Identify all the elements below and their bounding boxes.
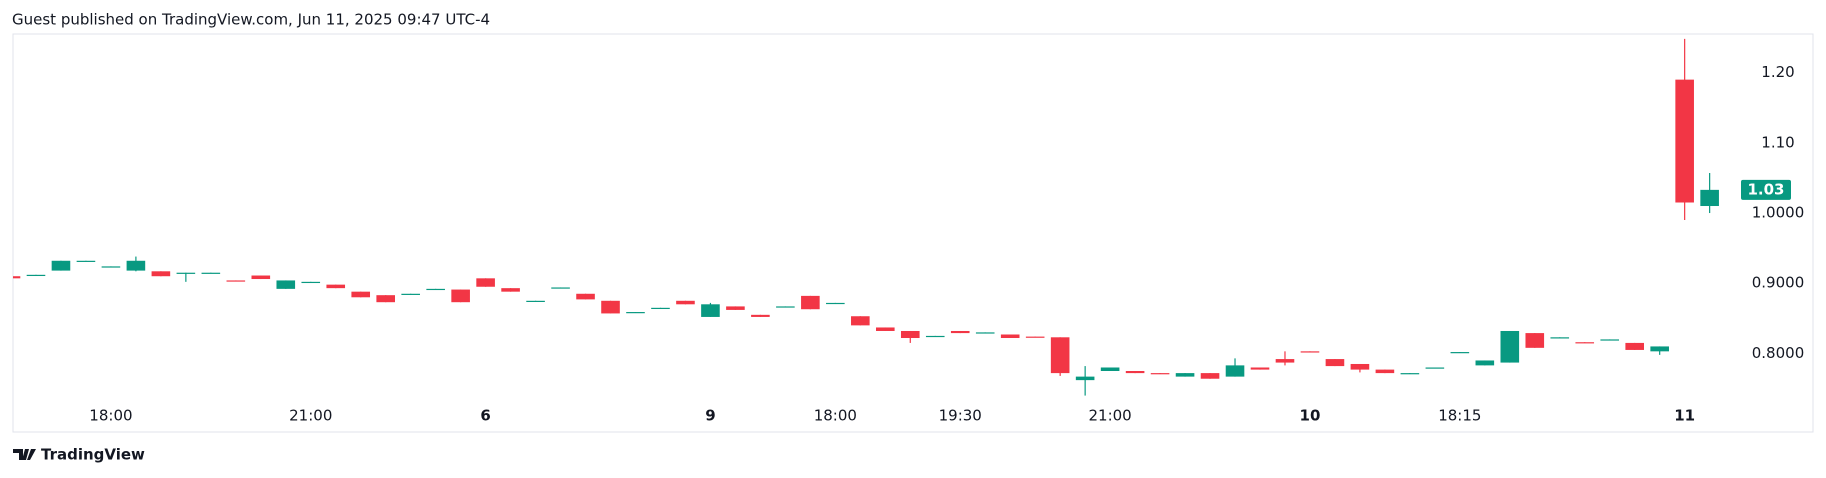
candle-body: [950, 330, 970, 334]
candle-body: [1375, 369, 1395, 374]
candle-body: [326, 284, 346, 289]
candle-body: [1225, 365, 1245, 377]
candle-body: [51, 260, 71, 271]
candle-body: [501, 288, 520, 292]
candle-body: [1550, 337, 1570, 339]
y-tick-label: 1.10: [1761, 133, 1794, 151]
candle-body: [1125, 371, 1145, 374]
candle-body: [1200, 373, 1220, 379]
candle-body: [1250, 367, 1270, 370]
tradingview-logo: [13, 449, 36, 460]
x-tick-label: 21:00: [289, 407, 332, 425]
candle-body: [900, 330, 920, 339]
x-tick-label: 6: [480, 407, 490, 425]
candle-body: [1675, 79, 1694, 203]
footer-brand: TradingView: [41, 446, 145, 464]
candle-body: [1625, 342, 1644, 350]
candle-body: [576, 293, 595, 300]
candle-body: [426, 288, 445, 291]
x-tick-label: 19:30: [939, 407, 982, 425]
x-tick-label: 21:00: [1089, 407, 1132, 425]
candle-body: [251, 275, 271, 280]
candle-body: [1425, 367, 1445, 369]
y-tick-label: 1.20: [1761, 63, 1794, 81]
candle-body: [726, 306, 745, 310]
candle-body: [1400, 373, 1420, 375]
last-price-box: [1741, 179, 1791, 200]
candle-body: [776, 306, 795, 308]
candle-body: [925, 335, 945, 338]
x-tick-label: 10: [1300, 407, 1321, 425]
candle-body: [1100, 367, 1120, 372]
candle-body: [1650, 346, 1669, 352]
candle-body: [1575, 342, 1595, 344]
candle-body: [376, 295, 395, 303]
candle-body: [13, 276, 21, 279]
candle-body: [351, 291, 371, 298]
candle-body: [1175, 373, 1195, 377]
candle-body: [151, 271, 171, 277]
candle-body: [1500, 330, 1520, 363]
candle-body: [1025, 336, 1045, 338]
candle-body: [226, 280, 246, 282]
candle-body: [801, 295, 820, 310]
candle-body: [201, 272, 221, 274]
candle-body: [1450, 352, 1470, 354]
candle-body: [1700, 189, 1719, 207]
candle-body: [851, 316, 870, 326]
candle-body: [26, 274, 46, 277]
candle-body: [401, 293, 420, 295]
candle-body: [1600, 339, 1620, 341]
candle-body: [526, 300, 545, 302]
x-tick-label: 18:00: [814, 407, 857, 425]
candle-body: [1075, 376, 1095, 381]
candle-body: [176, 272, 196, 274]
candle-body: [551, 287, 570, 289]
candle-body: [1325, 359, 1345, 367]
header-text: Guest published on TradingView.com, Jun …: [12, 11, 490, 29]
candle-body: [601, 300, 620, 314]
y-tick-label: 0.9000: [1752, 274, 1805, 292]
candle-body: [1000, 334, 1020, 339]
candle-body: [1350, 363, 1370, 370]
y-tick-label: 1.0000: [1752, 204, 1805, 222]
candle-body: [301, 281, 321, 284]
candle-body: [701, 304, 720, 317]
x-tick-label: 11: [1674, 407, 1695, 425]
x-tick-label: 18:00: [89, 407, 132, 425]
candle-body: [126, 260, 146, 271]
candle-body: [1300, 351, 1320, 353]
candle-body: [1475, 360, 1495, 366]
candle-body: [1275, 359, 1295, 363]
candle-body: [676, 300, 695, 305]
x-tick-label: 18:15: [1438, 407, 1481, 425]
candle-body: [1150, 373, 1170, 375]
candle-body: [1050, 337, 1070, 374]
candle-body: [975, 332, 995, 334]
candle-body: [451, 289, 470, 303]
candle-body: [276, 280, 296, 289]
candle-body: [876, 327, 895, 331]
candle-body: [651, 307, 670, 310]
y-tick-label: 0.8000: [1752, 344, 1805, 362]
candle-body: [476, 278, 495, 287]
candle-body: [751, 314, 770, 317]
last-price-label: 1.03: [1747, 180, 1784, 198]
candle-body: [626, 312, 645, 314]
candle-body: [76, 260, 96, 262]
chart-frame: [12, 33, 1814, 433]
candle-body: [826, 302, 845, 305]
candle-body: [1525, 333, 1545, 348]
candle-body: [101, 266, 121, 268]
x-tick-label: 9: [705, 407, 715, 425]
